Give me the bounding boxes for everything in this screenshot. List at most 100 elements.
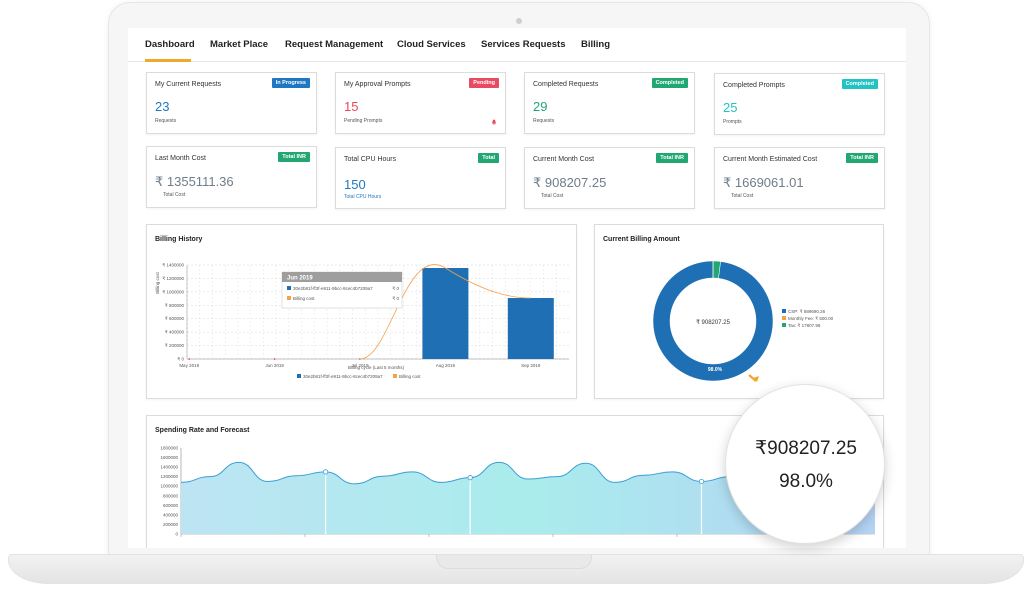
- card-value: ₹ 908207.25: [533, 175, 607, 190]
- donut-center-label: ₹ 908207.25: [696, 319, 731, 326]
- nav-billing[interactable]: Billing: [581, 39, 611, 50]
- y-tick-label: ₹ 1000000: [162, 289, 184, 294]
- nav-request-management[interactable]: Request Management: [285, 39, 384, 50]
- y-tick-label: ₹ 400000: [165, 330, 185, 335]
- arrow-pointer-icon: [753, 376, 759, 382]
- card-completed-prompts[interactable]: Completed Prompts Completed 25 Prompts: [714, 73, 885, 135]
- y-tick-label: ₹ 1400000: [162, 263, 184, 268]
- spending-rate-chart: 0 200000 400000 600000 800000 1000000 1200000 1…: [160, 446, 876, 537]
- y-tick-label: 600000: [163, 503, 179, 508]
- legend-csp: CSP: ₹ 889690.26: [788, 309, 826, 314]
- x-axis-label: Billing cycle (Last 5 months): [348, 365, 405, 370]
- tooltip-row-billing-value: ₹ 0: [392, 296, 399, 301]
- status-badge: Pending: [469, 78, 499, 88]
- card-title: Current Month Cost: [533, 156, 595, 163]
- y-tick-label: ₹ 0: [177, 357, 184, 362]
- card-value: ₹ 1355111.36: [155, 174, 234, 189]
- tooltip-row-series-value: ₹ 0: [392, 286, 399, 291]
- y-tick-label: 800000: [163, 493, 179, 498]
- status-badge: Total INR: [656, 153, 688, 163]
- card-title: Last Month Cost: [155, 155, 206, 162]
- x-tick-label: May 2019: [179, 363, 199, 368]
- tooltip-row-series: 30e2b81f-ff3f-e911-9bcc-8cec4b7209a7: [293, 286, 373, 291]
- x-tick-label: Sep 2019: [521, 363, 541, 368]
- card-subtitle: Requests: [533, 118, 555, 124]
- y-tick-label: 1800000: [160, 446, 178, 451]
- billing-history-chart: ₹ 0 ₹ 200000 ₹ 400000 ₹ 600000 ₹ 800000 ₹ 100…: [155, 263, 569, 379]
- billing-bar[interactable]: [422, 268, 469, 359]
- spending-rate-title: Spending Rate and Forecast: [155, 427, 250, 434]
- y-tick-label: 1400000: [160, 465, 178, 470]
- billing-history-title: Billing History: [155, 236, 203, 243]
- arrow-pointer-shaft: [748, 374, 757, 382]
- card-subtitle: Total Cost: [163, 192, 186, 198]
- status-badge: Total INR: [278, 152, 310, 162]
- y-tick-label: 400000: [163, 512, 179, 517]
- status-badge: Total: [478, 153, 499, 163]
- y-tick-label: ₹ 600000: [165, 316, 185, 321]
- y-tick-label: 1200000: [160, 474, 178, 479]
- legend-billing-label: Billing cost: [399, 374, 421, 379]
- x-tick-label: Jun 2019: [265, 363, 284, 368]
- bell-icon[interactable]: [491, 119, 497, 125]
- tooltip-row-billing: Billing cost: [293, 296, 315, 301]
- billing-point: [188, 358, 190, 360]
- card-last-month-cost[interactable]: Last Month Cost Total INR ₹ 1355111.36 T…: [146, 146, 317, 208]
- donut-slice-csp[interactable]: [652, 260, 774, 382]
- y-tick-label: 1000000: [160, 484, 178, 489]
- y-tick-label: 1600000: [160, 455, 178, 460]
- forecast-marker[interactable]: [467, 475, 473, 481]
- donut-slice-tax[interactable]: [712, 260, 721, 279]
- current-billing-title: Current Billing Amount: [603, 236, 680, 243]
- donut-slice-label: 98.0%: [708, 367, 723, 373]
- card-subtitle: Pending Prompts: [344, 118, 383, 124]
- legend-swatch-billing: [393, 374, 397, 378]
- forecast-marker[interactable]: [698, 478, 705, 485]
- card-title: Total CPU Hours: [344, 156, 397, 163]
- card-title: My Current Requests: [155, 81, 222, 88]
- card-title: Current Month Estimated Cost: [723, 156, 818, 163]
- billing-legend: 30e2b81f-ff3f-e911-9bcc-8cec4b7209a7 Bil…: [297, 374, 421, 379]
- legend-swatch-series: [297, 374, 301, 378]
- card-value: 23: [155, 99, 170, 114]
- laptop-notch: [436, 555, 592, 569]
- donut-legend: CSP: ₹ 889690.26 Monthly Fee: ₹ 500.00 T…: [782, 309, 834, 328]
- nav-services-requests[interactable]: Services Requests: [481, 39, 566, 50]
- card-value: ₹ 1669061.01: [723, 175, 804, 190]
- card-completed-requests[interactable]: Completed Requests Completed 29 Requests: [524, 72, 695, 134]
- top-nav: Dashboard Market Place Request Managemen…: [128, 28, 906, 62]
- chart-tooltip: Jun 2019 30e2b81f-ff3f-e911-9bcc-8cec4b7…: [281, 271, 403, 309]
- card-title: My Approval Prompts: [344, 81, 411, 88]
- legend-tax: Tax: ₹ 17807.99: [788, 323, 821, 328]
- card-subtitle: Total Cost: [731, 193, 754, 199]
- y-tick-label: ₹ 800000: [165, 303, 185, 308]
- legend-series-label: 30e2b81f-ff3f-e911-9bcc-8cec4b7209a7: [303, 374, 383, 379]
- status-badge: Completed: [841, 79, 878, 89]
- billing-point: [273, 358, 276, 360]
- card-title: Completed Requests: [533, 81, 599, 88]
- billing-history-panel: Billing History ₹ 0 ₹ 200000 ₹ 400000 ₹ 600…: [146, 224, 577, 399]
- nav-cloud-services[interactable]: Cloud Services: [397, 39, 466, 50]
- card-subtitle: Requests: [155, 118, 177, 124]
- nav-dashboard[interactable]: Dashboard: [145, 39, 195, 50]
- card-approval-prompts[interactable]: My Approval Prompts Pending 15 Pending P…: [335, 72, 506, 134]
- card-value: 29: [533, 99, 548, 114]
- magnifier-amount: ₹908207.25: [755, 438, 857, 459]
- magnifier-callout: ₹908207.25 98.0%: [725, 384, 885, 544]
- card-current-month-cost[interactable]: Current Month Cost Total INR ₹ 908207.25…: [524, 147, 695, 209]
- y-tick-label: ₹ 1200000: [162, 276, 184, 281]
- card-current-requests[interactable]: My Current Requests In Progress 23 Reque…: [146, 72, 317, 134]
- card-total-cpu-hours[interactable]: Total CPU Hours Total 150 Total CPU Hour…: [335, 147, 506, 209]
- x-tick-label: Jul 2019: [351, 363, 369, 368]
- forecast-marker[interactable]: [322, 469, 329, 475]
- status-badge: Total INR: [846, 153, 878, 163]
- card-subtitle: Prompts: [723, 119, 742, 125]
- card-estimated-cost[interactable]: Current Month Estimated Cost Total INR ₹…: [714, 147, 885, 209]
- billing-bar[interactable]: [507, 298, 554, 359]
- current-billing-donut-chart: ₹ 908207.25 98.0% CSP: ₹ 889690.26 Month…: [652, 260, 834, 382]
- y-tick-label: ₹ 200000: [165, 343, 185, 348]
- card-title: Completed Prompts: [723, 82, 785, 89]
- camera-dot: [516, 18, 522, 24]
- nav-market-place[interactable]: Market Place: [210, 39, 269, 50]
